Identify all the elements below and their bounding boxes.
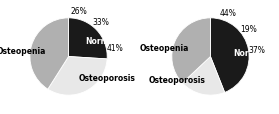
Wedge shape [48,57,107,95]
Wedge shape [30,19,69,89]
Wedge shape [210,19,249,93]
Wedge shape [69,19,107,59]
Text: 44%: 44% [220,9,237,18]
Wedge shape [182,57,225,95]
Text: 19%: 19% [240,25,257,34]
Text: Osteopenia: Osteopenia [0,46,46,55]
Text: Osteopenia: Osteopenia [140,43,189,52]
Text: 26%: 26% [71,7,88,16]
Wedge shape [172,19,210,83]
Text: Normal: Normal [233,48,264,57]
Text: 41%: 41% [107,44,123,53]
Text: Osteoporosis: Osteoporosis [79,73,136,82]
Text: 37%: 37% [249,46,266,55]
Text: Osteoporosis: Osteoporosis [148,75,205,84]
Text: 33%: 33% [92,18,109,27]
Text: Normal: Normal [85,37,117,46]
